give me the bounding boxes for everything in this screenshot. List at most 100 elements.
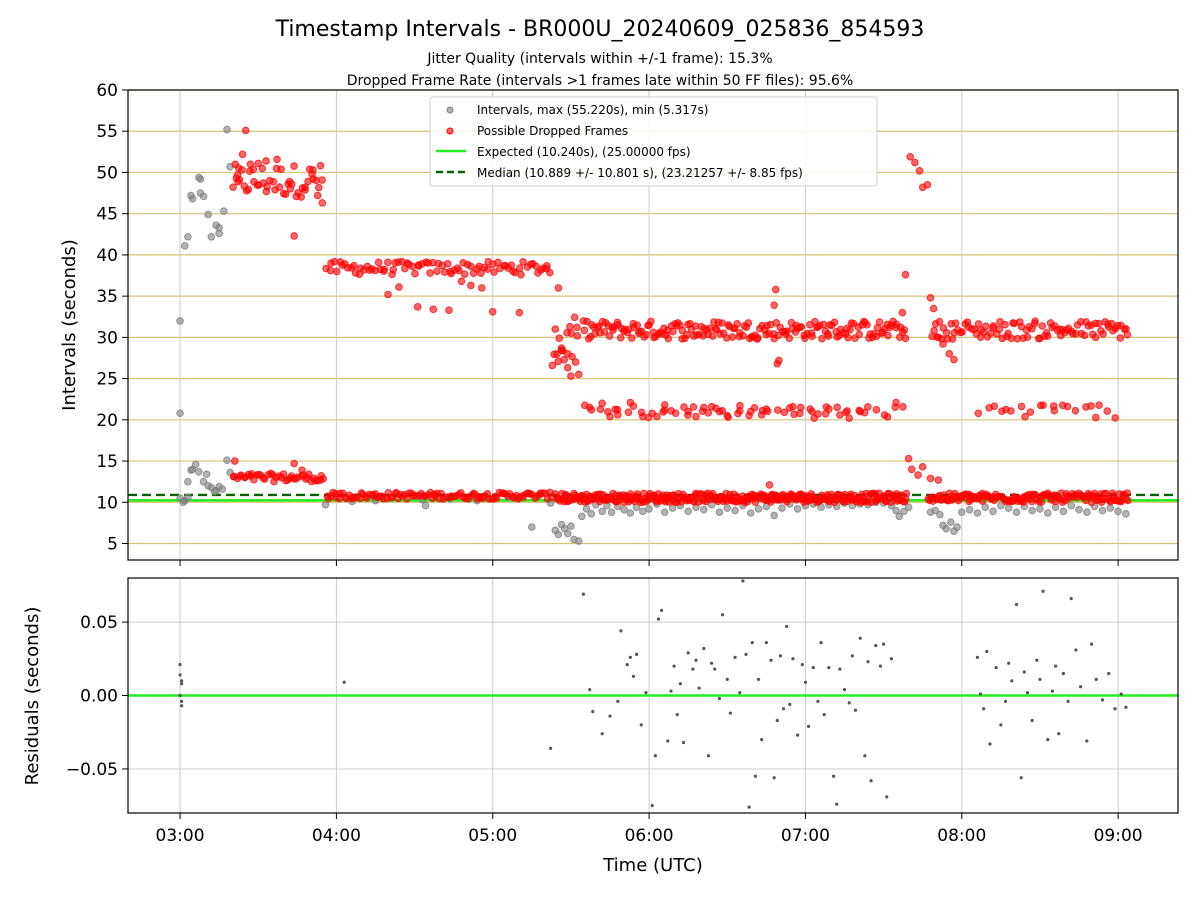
interval-point (528, 523, 536, 531)
residual-point (713, 667, 717, 671)
dropped-frame-point (1038, 322, 1047, 330)
dropped-frame-point (833, 403, 841, 412)
residual-point (985, 649, 989, 654)
dropped-frame-point (762, 405, 771, 413)
dropped-frame-point (898, 308, 907, 317)
residual-point (686, 651, 690, 655)
dropped-frame-point (1071, 406, 1080, 415)
dropped-frame-point (380, 265, 389, 274)
dropped-frame-point (580, 326, 589, 335)
residual-point (697, 686, 701, 690)
dropped-frame-point (806, 405, 814, 413)
dropped-frame-point (551, 325, 560, 333)
dropped-frame-point (995, 325, 1004, 334)
dropped-frame-point (548, 361, 557, 370)
intervals-y-tick-label: 45 (96, 205, 118, 225)
residual-point (853, 708, 858, 712)
dropped-frame-point (1026, 408, 1035, 416)
dropped-frame-point (915, 167, 924, 175)
dropped-frame-point (573, 332, 582, 340)
interval-point (180, 242, 189, 250)
intervals-axes-frame (127, 89, 1179, 561)
dropped-frame-point (519, 257, 527, 266)
dropped-frame-point (281, 190, 290, 198)
dropped-frame-point (845, 414, 854, 422)
dropped-frame-point (309, 166, 317, 174)
intervals-panel: 5 10 15 20 25 30 35 40 45 50 55 60 Intervals (secon… (59, 81, 1179, 566)
dropped-frame-point (555, 334, 564, 342)
dropped-frame-point (332, 267, 341, 276)
legend-expected-label: Expected (10.240s), (25.00000 fps) (477, 145, 691, 159)
dropped-frame-point (515, 308, 524, 317)
dropped-frame-point (1099, 330, 1107, 338)
dropped-frame-point (818, 334, 826, 343)
dropped-frame-point (785, 334, 794, 342)
dropped-frame-point (1103, 407, 1112, 415)
residual-point (874, 643, 878, 648)
residuals-y-tick-label: −0.05 (66, 760, 118, 780)
dropped-frame-point (718, 319, 726, 327)
interval-point (554, 530, 563, 539)
residual-point (756, 677, 761, 681)
interval-point (188, 195, 197, 203)
dropped-frame-point (1037, 498, 1046, 506)
residual-point (869, 779, 873, 783)
interval-point (563, 529, 572, 538)
residual-point (1030, 718, 1034, 723)
residual-point (747, 805, 751, 809)
interval-point (598, 507, 606, 516)
interval-point (567, 522, 575, 530)
interval-point (220, 207, 228, 216)
interval-point (746, 509, 755, 517)
dropped-frame-point (904, 454, 913, 463)
dropped-frame-point (445, 306, 453, 314)
residual-point (720, 613, 725, 617)
x-tick-label: 08:00 (937, 826, 986, 846)
dropped-frame-point (560, 355, 569, 364)
dropped-frame-point (238, 166, 246, 174)
residual-point (1061, 671, 1066, 676)
dropped-frame-point (639, 412, 647, 421)
residual-point (694, 658, 698, 662)
interval-point (215, 223, 223, 232)
dropped-frame-point (263, 182, 271, 191)
interval-point (953, 523, 961, 531)
residual-point (999, 723, 1003, 727)
dropped-frame-point (902, 489, 911, 498)
dropped-frame-point (490, 268, 498, 276)
dropped-frame-point (757, 411, 766, 419)
intervals-x-ticks (179, 560, 1119, 566)
residual-point (1119, 692, 1123, 696)
residual-point (796, 733, 800, 737)
dropped-frame-point (426, 269, 434, 277)
dropped-frame-point (389, 265, 398, 274)
dropped-frame-point (384, 290, 392, 299)
dropped-frame-point (318, 176, 326, 184)
residuals-y-ticks: 0.05 0.00 −0.05 (66, 613, 128, 780)
residual-point (706, 754, 711, 758)
dropped-frame-point (1095, 319, 1103, 328)
intervals-y-tick-label: 35 (96, 287, 118, 307)
interval-point (947, 518, 955, 526)
residual-point (1066, 699, 1070, 703)
residual-point (750, 641, 754, 645)
dropped-frame-point (1123, 330, 1132, 339)
residual-point (819, 641, 823, 645)
residual-point (178, 663, 182, 667)
residual-point (764, 641, 768, 645)
dropped-frame-point (814, 410, 822, 418)
dropped-frame-point (571, 358, 580, 366)
residual-point (178, 693, 182, 698)
intervals-points (176, 125, 1132, 545)
interval-point (892, 506, 900, 515)
interval-point (1036, 505, 1044, 513)
dropped-frame-point (671, 409, 680, 418)
dropped-frame-point (704, 409, 713, 417)
residual-point (785, 624, 789, 629)
residual-point (788, 702, 792, 706)
interval-point (184, 493, 192, 502)
dropped-frame-point (477, 269, 485, 277)
interval-point (639, 507, 647, 516)
dropped-frame-point (678, 326, 687, 335)
dropped-frame-point (856, 407, 864, 416)
